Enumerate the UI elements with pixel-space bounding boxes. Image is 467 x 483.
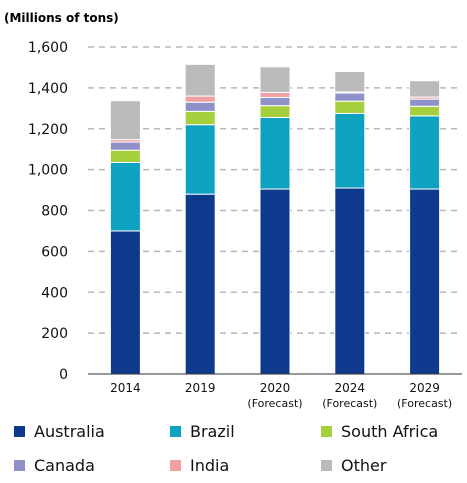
bar-segment-brazil xyxy=(334,112,366,189)
y-tick-label: 0 xyxy=(59,367,68,383)
y-tick-label: 1,000 xyxy=(28,163,68,179)
bar-segment-south-africa xyxy=(259,105,291,119)
y-tick-label: 1,200 xyxy=(28,122,68,138)
y-tick-label: 200 xyxy=(41,326,68,342)
legend-label: Australia xyxy=(34,422,105,441)
legend-swatch xyxy=(170,460,181,471)
y-tick-label: 1,600 xyxy=(28,40,68,56)
bar-segment-india xyxy=(259,91,291,98)
bar-segment-india xyxy=(184,95,216,103)
bar-segment-canada xyxy=(109,141,141,151)
x-tick-label: 2029 xyxy=(409,381,440,395)
x-tick-label: 2014 xyxy=(110,381,141,395)
legend-label: Brazil xyxy=(190,422,235,441)
x-tick-sublabel: (Forecast) xyxy=(397,397,452,410)
x-tick-label: 2019 xyxy=(185,381,216,395)
y-tick-label: 600 xyxy=(41,244,68,260)
bar-segment-other xyxy=(184,63,216,97)
y-axis-ticks: 0 200 400 600 800 1,000 1,200 1,400 1,600 xyxy=(28,40,68,383)
legend-swatch xyxy=(14,426,25,437)
bars xyxy=(109,63,441,375)
bar-segment-brazil xyxy=(409,115,441,190)
legend-swatch xyxy=(321,426,332,437)
legend-label: Canada xyxy=(34,456,95,475)
bar-segment-brazil xyxy=(109,161,141,232)
bar-segment-other xyxy=(259,66,291,93)
bar-segment-canada xyxy=(334,92,366,102)
x-tick-label: 2024 xyxy=(335,381,366,395)
x-axis: 2014 2019 2020 (Forecast) 2024 (Forecast) 2029… xyxy=(88,373,462,410)
bar-segment-canada xyxy=(409,98,441,107)
legend-label: Other xyxy=(341,456,387,475)
legend-label: South Africa xyxy=(341,422,438,441)
bar-segment-canada xyxy=(259,96,291,107)
bar-segment-australia xyxy=(409,188,441,375)
y-axis-unit-label: (Millions of tons) xyxy=(4,11,119,25)
bar-segment-south-africa xyxy=(184,110,216,126)
bar-segment-australia xyxy=(334,187,366,375)
x-tick-sublabel: (Forecast) xyxy=(322,397,377,410)
bar-segment-south-africa xyxy=(409,105,441,117)
bar-segment-other xyxy=(334,71,366,93)
bar-segment-brazil xyxy=(184,124,216,195)
bar-segment-australia xyxy=(184,193,216,375)
legend: Australia Brazil South Africa Canada India Ot… xyxy=(14,422,438,475)
y-tick-label: 800 xyxy=(41,204,68,220)
bar-segment-australia xyxy=(259,188,291,375)
bar-segment-other xyxy=(109,100,141,141)
legend-swatch xyxy=(321,460,332,471)
legend-label: India xyxy=(190,456,229,475)
bar-segment-brazil xyxy=(259,117,291,190)
x-tick-label: 2020 xyxy=(260,381,291,395)
bar-segment-canada xyxy=(184,101,216,112)
bar-segment-australia xyxy=(109,230,141,375)
y-tick-label: 400 xyxy=(41,285,68,301)
y-tick-label: 1,400 xyxy=(28,81,68,97)
bar-segment-south-africa xyxy=(334,100,366,114)
bar-segment-south-africa xyxy=(109,149,141,163)
legend-swatch xyxy=(170,426,181,437)
x-tick-sublabel: (Forecast) xyxy=(247,397,302,410)
legend-swatch xyxy=(14,460,25,471)
bar-segment-other xyxy=(409,80,441,98)
